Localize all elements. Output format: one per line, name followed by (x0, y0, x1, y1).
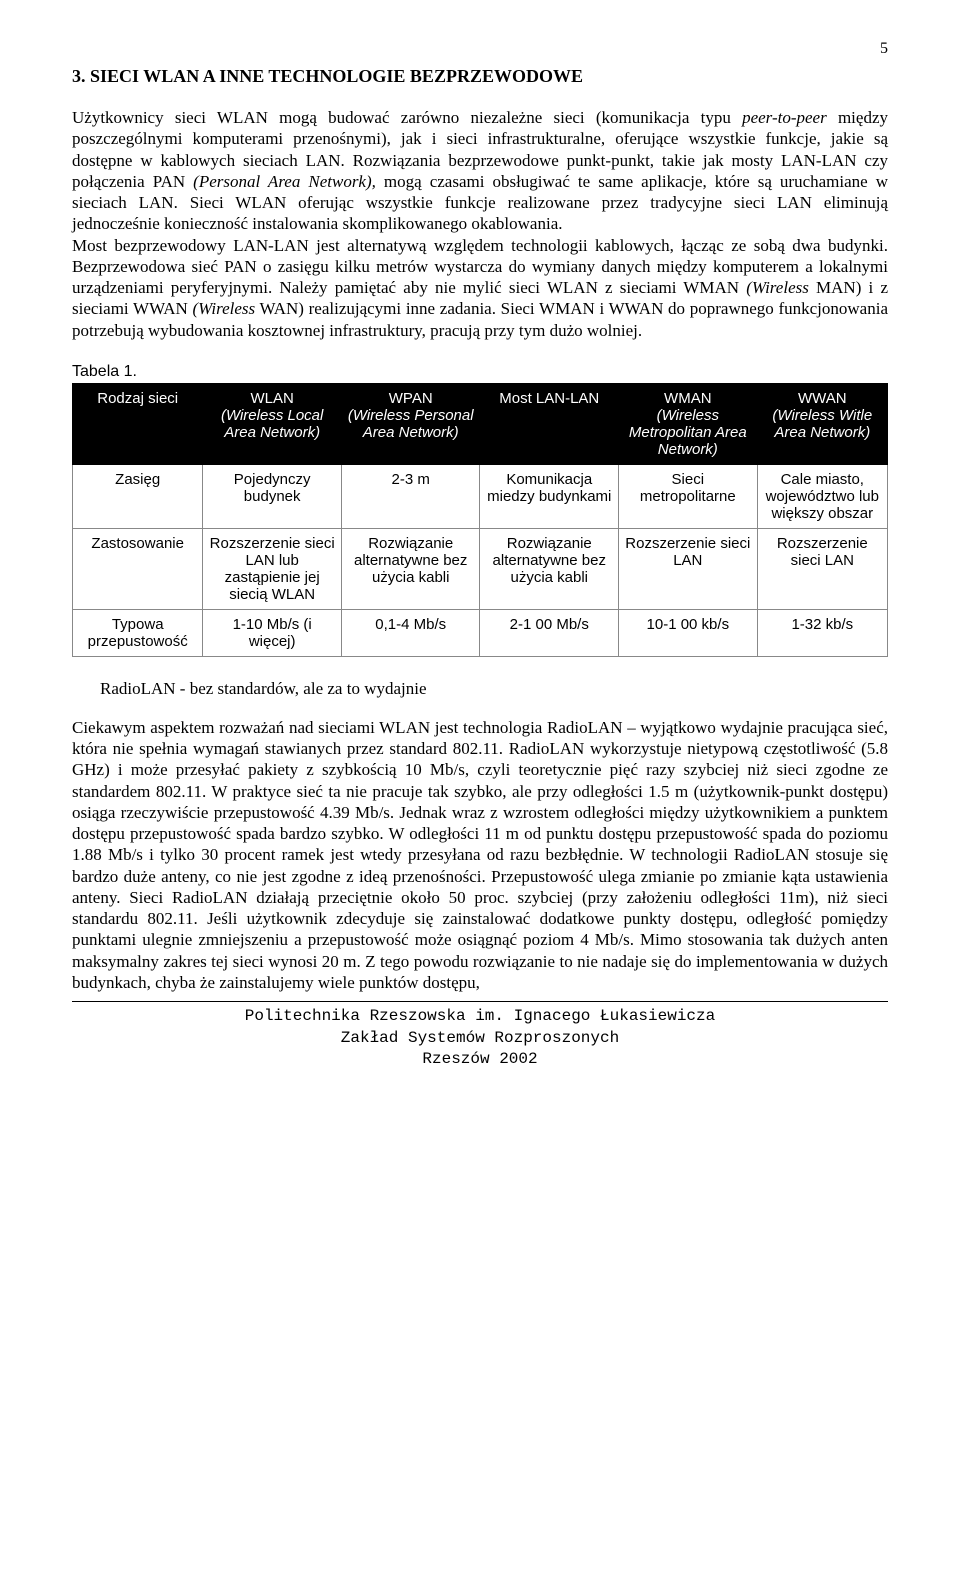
row-zasieg-label: Zasięg (73, 464, 203, 528)
cell-zasieg-wpan: 2-3 m (341, 464, 480, 528)
footer-line-2: Zakład Systemów Rozproszonych (72, 1028, 888, 1050)
th-most-label: Most LAN-LAN (499, 390, 599, 407)
paragraph-1: Użytkownicy sieci WLAN mogą budować zaró… (72, 107, 888, 235)
page-number: 5 (72, 40, 888, 58)
cell-zastosowanie-wpan: Rozwiązanie alternatywne bez użycia kabl… (341, 528, 480, 609)
para2-italic-wman: (Wireless (746, 278, 809, 297)
comparison-table: Rodzaj sieci WLAN (Wireless Local Area N… (72, 383, 888, 657)
cell-przepustowosc-wlan: 1-10 Mb/s (i więcej) (203, 609, 342, 656)
paragraph-2: Most bezprzewodowy LAN-LAN jest alternat… (72, 235, 888, 341)
th-wlan: WLAN (Wireless Local Area Network) (203, 383, 342, 464)
th-wpan-label: WPAN (389, 390, 433, 407)
page-footer: Politechnika Rzeszowska im. Ignacego Łuk… (72, 1001, 888, 1071)
cell-zasieg-most: Komunikacja miedzy budynkami (480, 464, 619, 528)
th-wman: WMAN (Wireless Metropolitan Area Network… (619, 383, 758, 464)
table-row: Typowa przepustowość 1-10 Mb/s (i więcej… (73, 609, 888, 656)
para1-italic-pan: (Personal Area Network), (193, 172, 376, 191)
th-most: Most LAN-LAN (480, 383, 619, 464)
paragraph-3: Ciekawym aspektem rozważań nad sieciami … (72, 717, 888, 993)
th-wwan-sub: (Wireless Witle Area Network) (772, 407, 872, 441)
para2-italic-wwan: (Wireless (193, 299, 256, 318)
table-caption: Tabela 1. (72, 363, 888, 381)
cell-zasieg-wman: Sieci metropolitarne (619, 464, 758, 528)
th-wman-sub: (Wireless Metropolitan Area Network) (629, 407, 747, 458)
cell-przepustowosc-wman: 10-1 00 kb/s (619, 609, 758, 656)
footer-line-1: Politechnika Rzeszowska im. Ignacego Łuk… (72, 1006, 888, 1028)
cell-przepustowosc-wwan: 1-32 kb/s (757, 609, 887, 656)
th-rodzaj-label: Rodzaj sieci (97, 390, 178, 407)
th-wwan-label: WWAN (798, 390, 847, 407)
cell-zasieg-wlan: Pojedynczy budynek (203, 464, 342, 528)
th-rodzaj: Rodzaj sieci (73, 383, 203, 464)
row-przepustowosc-label: Typowa przepustowość (73, 609, 203, 656)
section-title: 3. SIECI WLAN A INNE TECHNOLOGIE BEZPRZE… (72, 66, 888, 87)
footer-line-3: Rzeszów 2002 (72, 1049, 888, 1071)
page-container: 5 3. SIECI WLAN A INNE TECHNOLOGIE BEZPR… (0, 0, 960, 1101)
para1-italic-peer: peer-to-peer (742, 108, 827, 127)
cell-zasieg-wwan: Cale miasto, województwo lub większy obs… (757, 464, 887, 528)
cell-zastosowanie-most: Rozwiązanie alternatywne bez użycia kabl… (480, 528, 619, 609)
th-wwan: WWAN (Wireless Witle Area Network) (757, 383, 887, 464)
table-row: Zasięg Pojedynczy budynek 2-3 m Komunika… (73, 464, 888, 528)
cell-zastosowanie-wwan: Rozszerzenie sieci LAN (757, 528, 887, 609)
subsection-title: RadioLAN - bez standardów, ale za to wyd… (100, 679, 888, 699)
para1-text-a: Użytkownicy sieci WLAN mogą budować zaró… (72, 108, 742, 127)
th-wpan-sub: (Wireless Personal Area Network) (348, 407, 474, 441)
row-zastosowanie-label: Zastosowanie (73, 528, 203, 609)
table-header-row: Rodzaj sieci WLAN (Wireless Local Area N… (73, 383, 888, 464)
cell-zastosowanie-wlan: Rozszerzenie sieci LAN lub zastąpienie j… (203, 528, 342, 609)
th-wlan-sub: (Wireless Local Area Network) (221, 407, 323, 441)
th-wpan: WPAN (Wireless Personal Area Network) (341, 383, 480, 464)
th-wlan-label: WLAN (250, 390, 293, 407)
cell-przepustowosc-most: 2-1 00 Mb/s (480, 609, 619, 656)
table-row: Zastosowanie Rozszerzenie sieci LAN lub … (73, 528, 888, 609)
th-wman-label: WMAN (664, 390, 712, 407)
cell-przepustowosc-wpan: 0,1-4 Mb/s (341, 609, 480, 656)
cell-zastosowanie-wman: Rozszerzenie sieci LAN (619, 528, 758, 609)
